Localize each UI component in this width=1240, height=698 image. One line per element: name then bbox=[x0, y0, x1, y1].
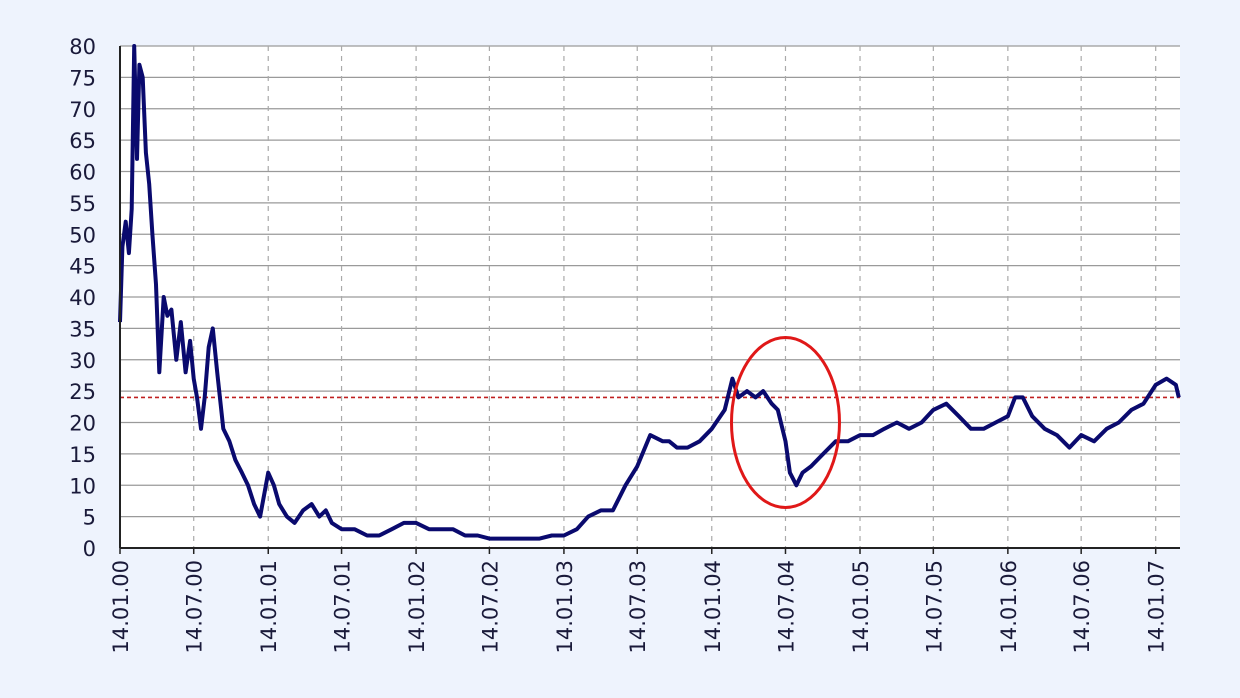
y-tick-label: 25 bbox=[69, 380, 96, 404]
y-tick-label: 20 bbox=[69, 412, 96, 436]
x-tick-label: 14.01.04 bbox=[701, 560, 725, 654]
x-tick-label: 14.01.01 bbox=[257, 560, 281, 654]
x-tick-label: 14.01.07 bbox=[1145, 560, 1169, 654]
x-tick-label: 14.07.04 bbox=[774, 560, 798, 654]
y-axis-tick-labels: 0 5 10 15 20 25 30 35 40 45 50 55 60 65 70 75 80 bbox=[69, 35, 96, 561]
y-tick-label: 30 bbox=[69, 349, 96, 373]
y-tick-label: 50 bbox=[69, 223, 96, 247]
y-tick-label: 70 bbox=[69, 98, 96, 122]
x-axis-ticks bbox=[119, 548, 1157, 554]
y-tick-label: 0 bbox=[83, 537, 96, 561]
x-tick-label: 14.07.01 bbox=[331, 560, 355, 654]
y-tick-label: 10 bbox=[69, 474, 96, 498]
y-tick-label: 60 bbox=[69, 161, 96, 185]
x-tick-label: 14.01.00 bbox=[109, 560, 133, 654]
y-tick-label: 75 bbox=[69, 66, 96, 90]
x-tick-label: 14.07.05 bbox=[922, 560, 946, 654]
y-tick-label: 55 bbox=[69, 192, 96, 216]
y-tick-label: 15 bbox=[69, 443, 96, 467]
x-axis-tick-labels: 14.01.00 14.07.00 14.01.01 14.07.01 14.01.02… bbox=[109, 560, 1169, 654]
y-tick-label: 80 bbox=[69, 35, 96, 59]
highlight-ellipse bbox=[729, 336, 841, 509]
horizontal-gridlines bbox=[120, 45, 1180, 549]
x-tick-label: 14.07.03 bbox=[626, 560, 650, 654]
y-tick-label: 45 bbox=[69, 255, 96, 279]
y-tick-label: 65 bbox=[69, 129, 96, 153]
y-tick-label: 35 bbox=[69, 317, 96, 341]
x-tick-label: 14.07.06 bbox=[1070, 560, 1094, 654]
x-tick-label: 14.01.06 bbox=[997, 560, 1021, 654]
x-tick-label: 14.07.00 bbox=[183, 560, 207, 654]
y-tick-label: 5 bbox=[83, 506, 96, 530]
x-tick-label: 14.01.02 bbox=[405, 560, 429, 654]
y-tick-label: 40 bbox=[69, 286, 96, 310]
series-line bbox=[118, 44, 1181, 541]
x-tick-label: 14.07.02 bbox=[478, 560, 502, 654]
x-tick-label: 14.01.05 bbox=[849, 560, 873, 654]
x-tick-label: 14.01.03 bbox=[553, 560, 577, 654]
